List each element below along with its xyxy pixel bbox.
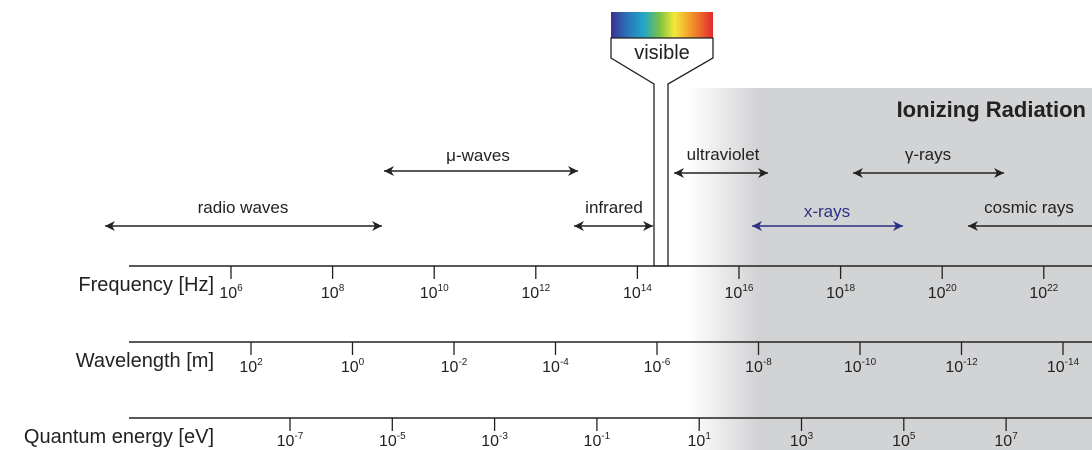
wavelength-tick-label: 10-8 <box>745 357 772 376</box>
visible-label: visible <box>634 42 690 64</box>
ultraviolet-label: ultraviolet <box>687 145 760 164</box>
radio-waves-label: radio waves <box>198 198 289 217</box>
wavelength-tick-label: 100 <box>341 357 365 376</box>
cosmic-rays-label: cosmic rays <box>984 198 1074 217</box>
visible-spectrum-bar <box>611 12 713 38</box>
frequency-tick-label: 108 <box>321 283 345 302</box>
infrared-label: infrared <box>585 198 643 217</box>
wavelength-tick-label: 10-14 <box>1047 357 1080 376</box>
frequency-tick-label: 106 <box>219 283 243 302</box>
wavelength-tick-label: 10-12 <box>945 357 978 376</box>
frequency-tick-label: 1022 <box>1029 283 1058 302</box>
energy-tick-label: 10-5 <box>379 431 406 450</box>
frequency-tick-label: 1020 <box>928 283 957 302</box>
energy-ticks: 10-7 10-5 10-3 10-1 101 103 105 107 <box>277 418 1018 450</box>
frequency-scale-label: Frequency [Hz] <box>78 274 214 296</box>
ionizing-region <box>757 88 1092 450</box>
wavelength-tick-label: 10-4 <box>542 357 569 376</box>
frequency-tick-label: 1016 <box>725 283 754 302</box>
energy-tick-label: 10-7 <box>277 431 304 450</box>
energy-tick-label: 10-3 <box>481 431 508 450</box>
wavelength-tick-label: 102 <box>239 357 263 376</box>
wavelength-tick-label: 10-2 <box>441 357 468 376</box>
frequency-tick-label: 1012 <box>521 283 550 302</box>
frequency-tick-label: 1010 <box>420 283 449 302</box>
x-rays-label: x-rays <box>804 202 850 221</box>
energy-scale-label: Quantum energy [eV] <box>24 426 214 448</box>
energy-tick-label: 101 <box>688 431 712 450</box>
energy-tick-label: 10-1 <box>584 431 611 450</box>
frequency-tick-label: 1014 <box>623 283 652 302</box>
wavelength-scale-label: Wavelength [m] <box>76 350 214 372</box>
energy-tick-label: 105 <box>892 431 916 450</box>
gamma-rays-label: γ-rays <box>905 145 951 164</box>
wavelength-tick-label: 10-6 <box>644 357 671 376</box>
wavelength-ticks: 102 100 10-2 10-4 10-6 10-8 10-10 10-12 10-14 <box>239 342 1080 376</box>
energy-tick-label: 107 <box>994 431 1018 450</box>
ionizing-radiation-title: Ionizing Radiation <box>897 97 1086 122</box>
ionizing-gradient-region <box>688 88 758 450</box>
frequency-tick-label: 1018 <box>826 283 855 302</box>
wavelength-tick-label: 10-10 <box>844 357 877 376</box>
energy-tick-label: 103 <box>790 431 814 450</box>
microwaves-label: μ-waves <box>446 146 510 165</box>
frequency-ticks: 106 108 1010 1012 1014 1016 1018 1020 1022 <box>219 266 1059 302</box>
